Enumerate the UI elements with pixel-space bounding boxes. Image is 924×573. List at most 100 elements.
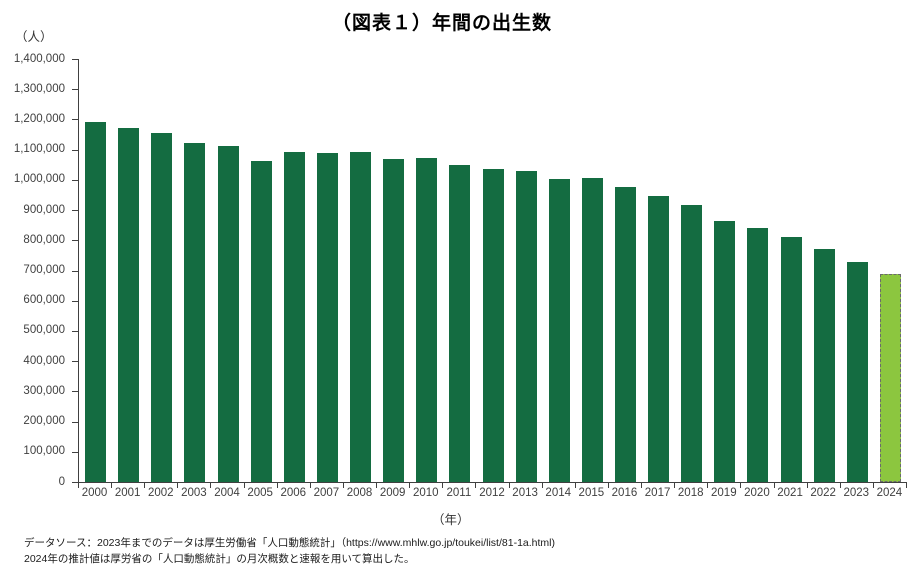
bar-2019 xyxy=(714,220,736,482)
x-tick-label-2002: 2002 xyxy=(147,487,174,499)
bar-2002 xyxy=(151,133,173,482)
y-tick-label: 1,300,000 xyxy=(13,82,65,95)
x-tick-mark xyxy=(475,483,477,488)
y-tick-mark xyxy=(72,240,78,242)
x-tick-label-2012: 2012 xyxy=(479,487,505,499)
x-tick-mark xyxy=(210,483,212,488)
y-tick-label: 600,000 xyxy=(23,294,65,307)
x-tick-mark xyxy=(276,483,278,488)
x-tick-mark xyxy=(839,483,841,488)
y-tick-mark xyxy=(72,119,78,121)
x-tick-mark xyxy=(508,483,510,488)
bar-2010 xyxy=(416,158,438,482)
x-tick-label-2023: 2023 xyxy=(843,487,870,499)
x-tick-label-2003: 2003 xyxy=(181,487,207,499)
bar-2004 xyxy=(217,146,239,482)
bar-2007 xyxy=(316,152,338,482)
x-tick-label-2001: 2001 xyxy=(114,487,141,499)
source-note-line2: 2024年の推計値は厚労省の「人口動態統計」の月次概数と速報を用いて算出した。 xyxy=(24,552,415,565)
bar-2017 xyxy=(648,196,670,482)
x-axis-unit-label: （年） xyxy=(432,513,470,527)
x-tick-mark xyxy=(872,483,874,488)
y-tick-label: 0 xyxy=(58,475,65,488)
y-tick-label: 800,000 xyxy=(23,233,65,246)
y-tick-mark xyxy=(72,330,78,332)
bar-2020 xyxy=(747,227,769,482)
y-tick-mark xyxy=(72,270,78,272)
y-tick-label: 1,000,000 xyxy=(13,173,65,186)
x-tick-mark xyxy=(674,483,676,488)
x-tick-label-2011: 2011 xyxy=(446,487,472,499)
bar-2003 xyxy=(184,142,206,482)
x-tick-label-2013: 2013 xyxy=(512,487,538,499)
bar-2014 xyxy=(548,178,570,482)
bar-2006 xyxy=(283,151,305,482)
y-tick-mark xyxy=(72,149,78,151)
x-tick-mark xyxy=(342,483,344,488)
y-tick-label: 400,000 xyxy=(23,354,65,367)
x-tick-mark xyxy=(707,483,709,488)
x-tick-mark xyxy=(442,483,444,488)
x-tick-mark xyxy=(541,483,543,488)
y-tick-label: 700,000 xyxy=(23,264,65,276)
y-tick-mark xyxy=(72,89,78,91)
bar-2008 xyxy=(350,152,372,482)
chart-title: （図表１）年間の出生数 xyxy=(331,13,552,34)
y-tick-mark xyxy=(72,361,78,363)
bar-2015 xyxy=(581,178,603,482)
bar-2023 xyxy=(846,262,868,482)
bar-2013 xyxy=(515,170,537,482)
y-tick-mark xyxy=(72,179,78,181)
x-tick-mark xyxy=(409,483,411,488)
y-tick-mark xyxy=(72,300,78,302)
bar-2022 xyxy=(813,249,835,482)
y-tick-label: 500,000 xyxy=(23,324,65,337)
x-tick-label-2018: 2018 xyxy=(677,487,704,499)
y-tick-label: 1,100,000 xyxy=(13,143,65,156)
plot-area xyxy=(78,59,907,483)
y-tick-mark xyxy=(72,391,78,393)
x-tick-label-2000: 2000 xyxy=(81,487,108,499)
x-tick-label-2019: 2019 xyxy=(711,487,737,499)
x-tick-label-2005: 2005 xyxy=(247,487,273,499)
y-tick-mark xyxy=(72,482,78,483)
x-tick-label-2021: 2021 xyxy=(777,487,803,499)
x-tick-label-2010: 2010 xyxy=(412,487,439,499)
bar-2009 xyxy=(383,158,405,482)
x-tick-mark xyxy=(906,483,907,488)
x-tick-mark xyxy=(78,483,79,488)
x-tick-mark xyxy=(740,483,742,488)
x-tick-label-2006: 2006 xyxy=(280,487,307,499)
y-tick-mark xyxy=(72,421,78,423)
y-tick-label: 200,000 xyxy=(23,415,65,428)
x-tick-mark xyxy=(574,483,576,488)
x-tick-label-2008: 2008 xyxy=(346,487,373,499)
x-tick-mark xyxy=(376,483,378,488)
bar-2024 xyxy=(879,273,901,482)
bar-2005 xyxy=(250,160,272,482)
x-tick-label-2024: 2024 xyxy=(876,487,903,499)
bar-2018 xyxy=(681,204,703,482)
y-tick-mark xyxy=(72,59,78,60)
y-tick-label: 900,000 xyxy=(23,203,65,216)
x-tick-mark xyxy=(243,483,245,488)
x-tick-mark xyxy=(607,483,609,488)
x-tick-mark xyxy=(309,483,311,488)
y-tick-label: 100,000 xyxy=(23,445,65,458)
x-tick-label-2022: 2022 xyxy=(810,487,836,499)
x-tick-label-2009: 2009 xyxy=(379,487,406,499)
y-tick-label: 1,400,000 xyxy=(13,52,65,65)
bar-2000 xyxy=(85,122,107,482)
source-note: データソース：2023年までのデータは厚生労働省「人口動態統計」（https:/… xyxy=(24,536,555,567)
x-tick-label-2016: 2016 xyxy=(611,487,638,499)
y-axis-unit-label: （人） xyxy=(15,30,53,44)
x-tick-mark xyxy=(177,483,179,488)
bar-2012 xyxy=(482,168,504,482)
x-tick-label-2014: 2014 xyxy=(545,487,572,499)
x-tick-mark xyxy=(111,483,113,488)
y-tick-mark xyxy=(72,210,78,212)
x-tick-mark xyxy=(806,483,808,488)
y-tick-label: 300,000 xyxy=(23,384,65,397)
x-tick-label-2020: 2020 xyxy=(744,487,770,499)
